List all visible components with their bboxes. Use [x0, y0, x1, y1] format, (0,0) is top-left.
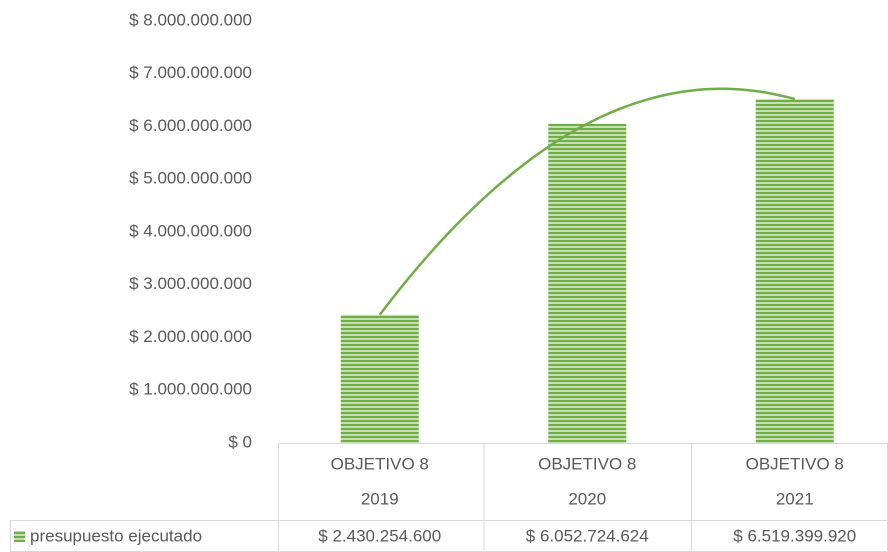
y-tick-label: $ 5.000.000.000 [129, 169, 252, 188]
y-tick-label: $ 0 [228, 432, 252, 451]
category-label: OBJETIVO 8 [746, 454, 844, 473]
trendline [378, 87, 796, 316]
y-tick-label: $ 6.000.000.000 [129, 116, 252, 135]
category-label: 2019 [361, 489, 399, 508]
category-label: 2020 [568, 489, 606, 508]
category-label: OBJETIVO 8 [331, 454, 429, 473]
y-tick-label: $ 1.000.000.000 [129, 380, 252, 399]
value-label: $ 2.430.254.600 [318, 526, 441, 545]
bar [548, 123, 627, 443]
y-tick-label: $ 8.000.000.000 [129, 10, 252, 29]
y-tick-label: $ 7.000.000.000 [129, 63, 252, 82]
y-tick-label: $ 2.000.000.000 [129, 327, 252, 346]
value-label: $ 6.519.399.920 [733, 526, 856, 545]
value-label: $ 6.052.724.624 [526, 526, 649, 545]
category-label: OBJETIVO 8 [538, 454, 636, 473]
y-tick-label: $ 3.000.000.000 [129, 274, 252, 293]
bar [755, 99, 834, 443]
y-tick-label: $ 4.000.000.000 [129, 221, 252, 240]
legend-label: presupuesto ejecutado [30, 526, 202, 545]
legend-key [14, 531, 25, 542]
category-label: 2021 [776, 489, 814, 508]
bar [340, 314, 419, 443]
